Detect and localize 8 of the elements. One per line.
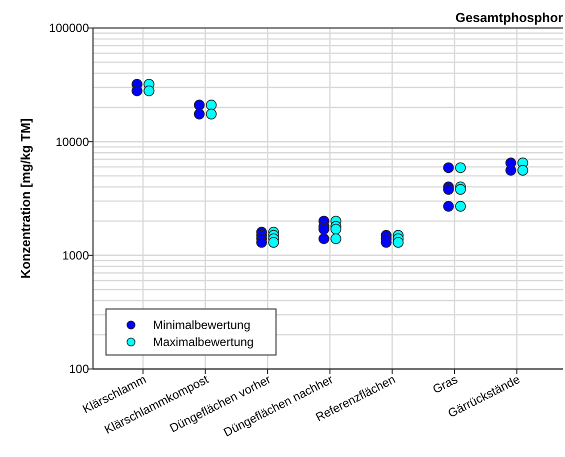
y-axis-title: Konzentration [mg/kg TM] — [18, 118, 33, 279]
y-tick-label: 100 — [68, 362, 90, 376]
legend-label: Maximalbewertung — [153, 335, 254, 350]
y-tick-label: 1000 — [62, 248, 90, 263]
chart-title: Gesamtphosphor — [455, 10, 563, 25]
legend-label: Minimalbewertung — [153, 318, 250, 332]
y-tick-label: 100000 — [48, 21, 90, 36]
y-tick-label: 10000 — [56, 134, 90, 149]
